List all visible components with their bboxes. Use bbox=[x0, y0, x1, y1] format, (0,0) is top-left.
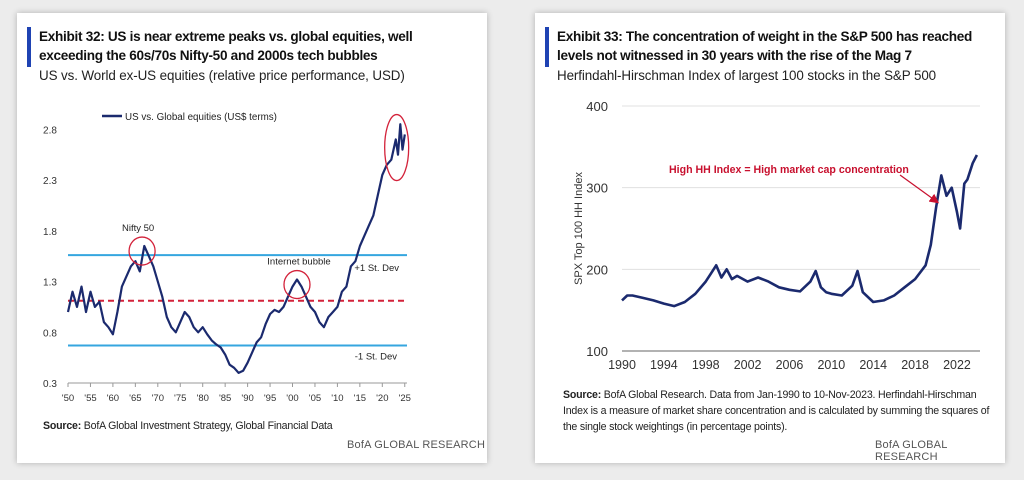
y-axis-label: SPX Top 100 HH Index bbox=[573, 172, 585, 285]
brand-label: BofA GLOBAL RESEARCH bbox=[347, 439, 486, 451]
annotation-internet-bubble: Internet bubble bbox=[267, 257, 330, 268]
annotation-circle-internet-bubble bbox=[283, 269, 311, 300]
x-tick-label: '95 bbox=[264, 393, 276, 404]
y-tick-label: 0.3 bbox=[43, 379, 57, 390]
x-tick-label: '10 bbox=[331, 393, 343, 404]
y-tick-label: 400 bbox=[586, 99, 608, 114]
y-tick-label: 2.3 bbox=[43, 176, 57, 187]
x-tick-label: 1990 bbox=[608, 358, 636, 372]
y-tick-label: 2.8 bbox=[43, 125, 57, 136]
x-tick-label: '60 bbox=[107, 393, 119, 404]
x-tick-label: 1998 bbox=[692, 358, 720, 372]
source-label: Source: bbox=[563, 389, 602, 401]
x-tick-label: '70 bbox=[152, 393, 164, 404]
exhibit-33-source: Source: BofA Global Research. Data from … bbox=[563, 387, 995, 435]
exhibit-33-subtitle: Herfindahl-Hirschman Index of largest 10… bbox=[557, 68, 937, 83]
x-tick-label: '80 bbox=[197, 393, 209, 404]
source-text: BofA Global Investment Strategy, Global … bbox=[83, 420, 333, 432]
x-tick-label: 2002 bbox=[734, 358, 762, 372]
legend-label: US vs. Global equities (US$ terms) bbox=[125, 112, 277, 123]
title-accent-bar bbox=[545, 27, 549, 67]
annotation-high-hh-index: High HH Index = High market cap concentr… bbox=[669, 164, 909, 176]
x-tick-label: 2022 bbox=[943, 358, 971, 372]
x-tick-label: '85 bbox=[219, 393, 231, 404]
x-tick-label: '05 bbox=[309, 393, 321, 404]
y-tick-label: 1.3 bbox=[43, 278, 57, 289]
y-tick-label: 1.8 bbox=[43, 227, 57, 238]
source-label: Source: bbox=[43, 420, 82, 432]
exhibit-32-subtitle: US vs. World ex-US equities (relative pr… bbox=[39, 68, 405, 83]
source-text: BofA Global Research. Data from Jan-1990… bbox=[563, 389, 990, 433]
plus-one-stdev-label: +1 St. Dev bbox=[354, 263, 399, 274]
annotation-nifty-50: Nifty 50 bbox=[122, 223, 154, 234]
x-tick-label: '00 bbox=[286, 393, 298, 404]
y-tick-label: 300 bbox=[586, 181, 608, 196]
exhibit-33-card: Exhibit 33: The concentration of weight … bbox=[535, 13, 1005, 463]
exhibit-33-title: Exhibit 33: The concentration of weight … bbox=[557, 29, 973, 63]
exhibit-33-chart: 100 200 300 400 1990 1994 1998 2002 2006 2010 2014… bbox=[573, 99, 980, 372]
title-accent-bar bbox=[27, 27, 31, 67]
x-tick-label: '55 bbox=[84, 393, 96, 404]
x-tick-label: '15 bbox=[354, 393, 366, 404]
y-tick-label: 200 bbox=[586, 262, 608, 277]
y-tick-label: 100 bbox=[586, 344, 608, 359]
exhibit-32-card: Exhibit 32: US is near extreme peaks vs.… bbox=[17, 13, 487, 463]
minus-one-stdev-label: -1 St. Dev bbox=[355, 351, 397, 362]
exhibit-32-source: Source: BofA Global Investment Strategy,… bbox=[43, 418, 333, 434]
series-line-us-vs-global bbox=[66, 123, 406, 374]
exhibit-32-title: Exhibit 32: US is near extreme peaks vs.… bbox=[39, 29, 413, 63]
y-tick-label: 0.8 bbox=[43, 328, 57, 339]
series-line-hh-index bbox=[621, 154, 979, 308]
x-tick-label: '25 bbox=[399, 393, 411, 404]
x-tick-label: 2010 bbox=[817, 358, 845, 372]
annotation-circle-nifty-50 bbox=[128, 236, 156, 266]
x-tick-label: 1994 bbox=[650, 358, 678, 372]
x-tick-label: 2006 bbox=[776, 358, 804, 372]
brand-label: BofA GLOBAL RESEARCH bbox=[875, 439, 948, 463]
annotation-arrow bbox=[899, 174, 940, 204]
annotation-circle-current-peak bbox=[384, 113, 410, 182]
x-tick-label: '20 bbox=[376, 393, 388, 404]
exhibit-32-chart: 0.3 0.8 1.3 1.8 2.3 2.8 '50 '55 '60 '65 '70 '75 '80 '… bbox=[43, 112, 411, 404]
x-tick-label: 2014 bbox=[859, 358, 887, 372]
x-tick-label: '65 bbox=[129, 393, 141, 404]
x-tick-label: '50 bbox=[62, 393, 74, 404]
x-tick-label: '75 bbox=[174, 393, 186, 404]
x-tick-label: 2018 bbox=[901, 358, 929, 372]
x-tick-label: '90 bbox=[241, 393, 253, 404]
